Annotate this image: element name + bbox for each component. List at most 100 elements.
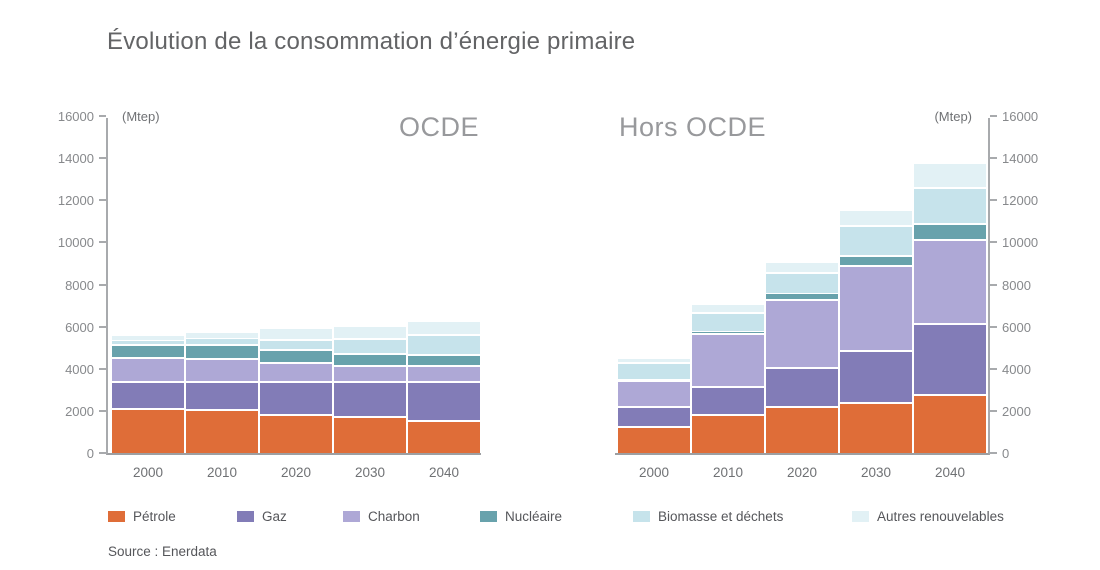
bar-segment xyxy=(112,339,184,345)
legend-item: Autres renouvelables xyxy=(852,509,1004,524)
y-axis-tick xyxy=(990,452,997,454)
y-axis-tick-label: 4000 xyxy=(65,361,94,377)
bar-segment xyxy=(766,293,838,300)
y-axis-tick xyxy=(990,409,997,412)
y-axis-tick xyxy=(99,241,106,244)
y-axis-tick xyxy=(99,409,106,412)
bar-segment xyxy=(766,262,838,273)
y-axis-tick-label: 16000 xyxy=(57,109,94,124)
bar-segment xyxy=(408,322,480,335)
x-axis-tick-label: 2010 xyxy=(712,465,744,480)
y-axis-tick xyxy=(99,283,106,286)
chart-ocde-unit-label: (Mtep) xyxy=(122,109,160,124)
y-axis-tick-label: 16000 xyxy=(1002,109,1039,124)
y-axis-tick-label: 14000 xyxy=(1002,151,1039,167)
stacked-bar-2030 xyxy=(334,326,406,453)
chart-ocde-plot: OCDE (Mtep) 0 2000 4000 6000 8000 10000 12000 1… xyxy=(58,109,481,480)
bar-segment xyxy=(334,338,406,353)
bar-segment xyxy=(112,407,184,453)
legend-swatch xyxy=(852,511,869,522)
x-axis-tick-label: 2010 xyxy=(206,465,238,480)
y-axis-tick xyxy=(99,157,106,160)
y-axis-tick-label: 14000 xyxy=(57,151,94,167)
legend-swatch xyxy=(480,511,497,522)
chart-ocde-bars xyxy=(108,118,481,453)
bar-segment xyxy=(186,357,258,381)
bar-segment xyxy=(186,408,258,453)
bar-segment xyxy=(186,343,258,358)
y-axis-tick xyxy=(990,115,997,117)
bar-segment xyxy=(692,311,764,331)
y-axis-tick xyxy=(990,325,997,328)
chart-hors-ocde-unit-label: (Mtep) xyxy=(934,109,972,124)
x-axis-tick-label: 2030 xyxy=(354,465,386,480)
source-note: Source : Enerdata xyxy=(108,544,217,559)
bar-segment xyxy=(692,330,764,333)
y-axis-tick-label: 4000 xyxy=(1002,361,1031,377)
x-axis-tick-label: 2040 xyxy=(934,465,966,480)
chart-hors-ocde-bars xyxy=(615,118,988,453)
bar-segment xyxy=(408,381,480,421)
y-axis-tick-label: 6000 xyxy=(65,319,94,335)
legend-item: Nucléaire xyxy=(480,509,562,524)
bar-segment xyxy=(260,338,332,350)
bar-segment xyxy=(618,405,690,426)
bar-segment xyxy=(914,323,986,395)
x-axis-tick-label: 2000 xyxy=(132,465,164,480)
bar-segment xyxy=(112,336,184,340)
legend-item: Gaz xyxy=(237,509,287,524)
x-axis-tick-label: 2020 xyxy=(280,465,312,480)
y-axis-tick xyxy=(990,283,997,286)
stacked-bar-2030 xyxy=(840,210,912,453)
x-axis-tick-label: 2040 xyxy=(428,465,460,480)
bar-segment xyxy=(692,385,764,415)
legend-label: Biomasse et déchets xyxy=(658,509,784,524)
bar-segment xyxy=(840,349,912,403)
y-axis-tick-label: 8000 xyxy=(1002,277,1031,293)
legend-label: Charbon xyxy=(368,509,420,524)
stacked-bar-2020 xyxy=(260,328,332,453)
legend-item: Biomasse et déchets xyxy=(633,509,783,524)
y-axis-tick xyxy=(99,367,106,370)
x-axis-tick-label: 2000 xyxy=(638,465,670,480)
bar-segment xyxy=(112,381,184,408)
bar-segment xyxy=(840,264,912,350)
bar-segment xyxy=(334,416,406,453)
bar-segment xyxy=(408,334,480,355)
stacked-bar-2040 xyxy=(914,164,986,453)
y-axis-tick-label: 0 xyxy=(1002,446,1010,461)
bar-segment xyxy=(334,326,406,339)
page-title: Évolution de la consommation d’énergie p… xyxy=(107,28,636,55)
x-axis-tick-label: 2020 xyxy=(786,465,818,480)
y-axis-tick-label: 6000 xyxy=(1002,319,1031,335)
bar-segment xyxy=(186,333,258,339)
legend-label: Pétrole xyxy=(133,509,176,524)
y-axis-tick-label: 10000 xyxy=(57,235,94,251)
legend-label: Autres renouvelables xyxy=(877,509,1004,524)
bar-segment xyxy=(260,349,332,363)
legend-swatch xyxy=(343,511,360,522)
bar-segment xyxy=(840,402,912,453)
bar-segment xyxy=(618,425,690,453)
y-axis-tick xyxy=(990,157,997,160)
y-axis-tick xyxy=(99,452,106,454)
chart-hors-ocde-title: Hors OCDE xyxy=(619,112,767,142)
legend-label: Nucléaire xyxy=(505,509,563,524)
bar-segment xyxy=(334,381,406,417)
bar-segment xyxy=(766,272,838,294)
stacked-bar-2000 xyxy=(618,359,690,453)
chart-ocde-title: OCDE xyxy=(398,112,479,142)
y-axis-tick xyxy=(990,367,997,370)
legend-item: Pétrole xyxy=(108,509,176,524)
bar-segment xyxy=(618,380,690,406)
bar-segment xyxy=(408,354,480,365)
bar-segment xyxy=(334,352,406,365)
bar-segment xyxy=(914,186,986,224)
bar-segment xyxy=(840,210,912,225)
bar-segment xyxy=(260,328,332,339)
bar-segment xyxy=(692,414,764,453)
y-axis-tick-label: 0 xyxy=(86,446,94,461)
bar-segment xyxy=(766,299,838,367)
y-axis-tick xyxy=(99,199,106,202)
